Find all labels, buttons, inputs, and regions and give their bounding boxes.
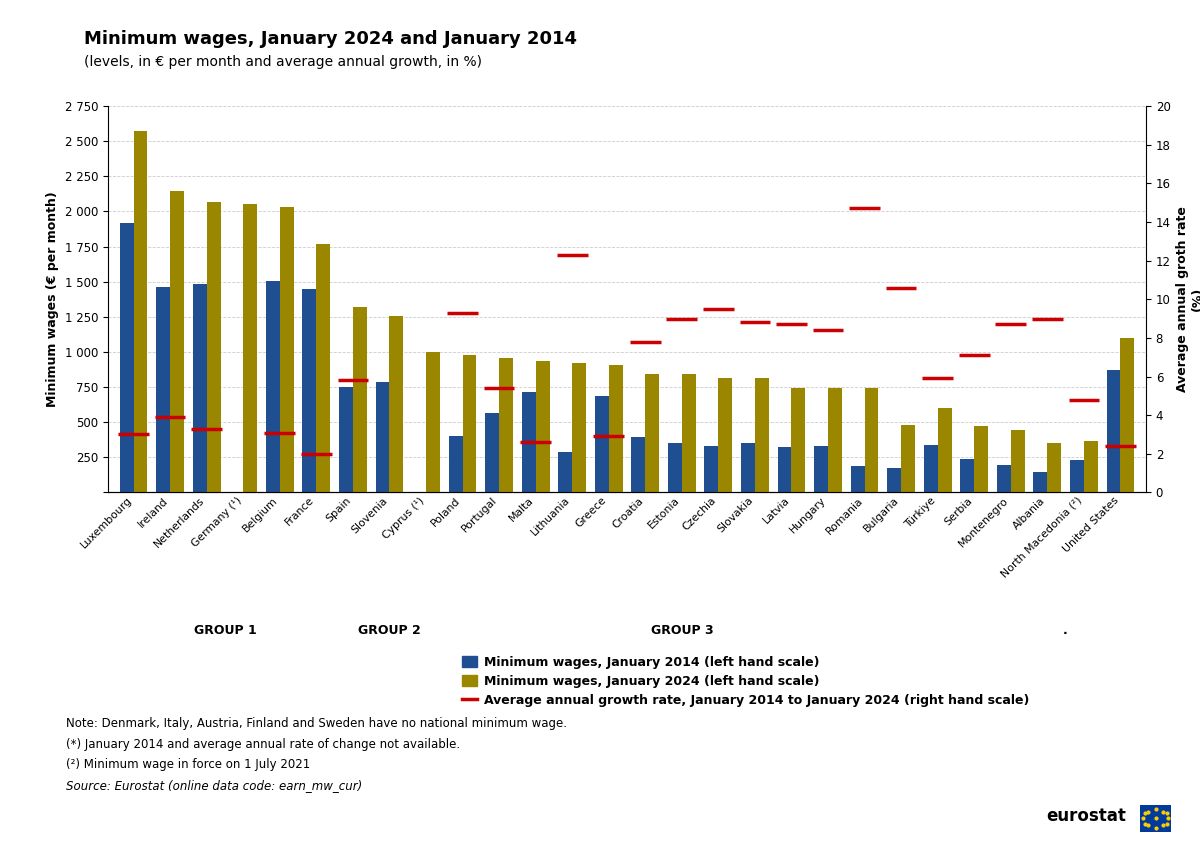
Bar: [376, 381, 390, 492]
Bar: [704, 447, 719, 492]
Bar: [631, 436, 646, 492]
Bar: [390, 317, 403, 492]
Text: .: .: [1063, 624, 1068, 637]
Bar: [522, 391, 535, 492]
Point: [1157, 807, 1176, 820]
Point: [1154, 818, 1174, 832]
Bar: [206, 202, 221, 492]
Bar: [244, 204, 257, 492]
Point: [1146, 821, 1165, 835]
Bar: [133, 132, 148, 492]
Text: GROUP 3: GROUP 3: [650, 624, 713, 637]
Bar: [1121, 338, 1134, 492]
Bar: [449, 436, 462, 492]
Bar: [1010, 430, 1025, 492]
Bar: [280, 207, 294, 492]
Text: (levels, in € per month and average annual growth, in %): (levels, in € per month and average annu…: [84, 55, 482, 69]
Y-axis label: Minimum wages (€ per month): Minimum wages (€ per month): [47, 191, 59, 408]
Text: GROUP 1: GROUP 1: [193, 624, 257, 637]
Bar: [338, 386, 353, 492]
Bar: [937, 408, 952, 492]
Point: [1135, 817, 1154, 830]
Bar: [1048, 443, 1061, 492]
Point: [1146, 812, 1165, 825]
Bar: [1070, 460, 1084, 492]
Bar: [997, 465, 1010, 492]
Point: [1138, 818, 1157, 832]
Bar: [960, 459, 974, 492]
Y-axis label: Average annual groth rate
(%): Average annual groth rate (%): [1176, 206, 1200, 392]
Bar: [608, 365, 623, 492]
Bar: [485, 413, 499, 492]
Bar: [924, 445, 937, 492]
Bar: [901, 425, 916, 492]
Bar: [778, 447, 792, 492]
Bar: [156, 287, 170, 492]
Text: GROUP 2: GROUP 2: [358, 624, 421, 637]
Bar: [887, 468, 901, 492]
Bar: [499, 358, 512, 492]
Bar: [266, 281, 280, 492]
Point: [1135, 807, 1154, 820]
Bar: [792, 389, 805, 492]
Text: Source: Eurostat (online data code: earn_mw_cur): Source: Eurostat (online data code: earn…: [66, 779, 362, 791]
Bar: [851, 466, 864, 492]
Text: (²) Minimum wage in force on 1 July 2021: (²) Minimum wage in force on 1 July 2021: [66, 758, 311, 771]
Bar: [755, 378, 769, 492]
Bar: [864, 388, 878, 492]
Bar: [742, 443, 755, 492]
Bar: [462, 355, 476, 492]
Bar: [353, 306, 367, 492]
Text: eurostat: eurostat: [1046, 807, 1127, 825]
Bar: [1106, 370, 1121, 492]
Point: [1158, 812, 1177, 825]
Bar: [558, 452, 572, 492]
Bar: [535, 362, 550, 492]
Bar: [814, 447, 828, 492]
Bar: [719, 378, 732, 492]
Point: [1154, 805, 1174, 818]
Bar: [572, 363, 586, 492]
Bar: [426, 352, 440, 492]
Bar: [1033, 472, 1048, 492]
Point: [1134, 812, 1153, 825]
Point: [1146, 802, 1165, 816]
Text: (*) January 2014 and average annual rate of change not available.: (*) January 2014 and average annual rate…: [66, 738, 460, 751]
Point: [1157, 817, 1176, 830]
Bar: [120, 222, 133, 492]
Bar: [193, 284, 206, 492]
Text: Note: Denmark, Italy, Austria, Finland and Sweden have no national minimum wage.: Note: Denmark, Italy, Austria, Finland a…: [66, 717, 568, 730]
Bar: [974, 426, 988, 492]
Bar: [302, 290, 317, 492]
Text: Minimum wages, January 2024 and January 2014: Minimum wages, January 2024 and January …: [84, 30, 577, 48]
Legend: Minimum wages, January 2014 (left hand scale), Minimum wages, January 2024 (left: Minimum wages, January 2014 (left hand s…: [462, 655, 1028, 707]
Bar: [646, 374, 659, 492]
Bar: [595, 396, 608, 492]
Bar: [682, 374, 696, 492]
Bar: [1084, 441, 1098, 492]
Bar: [668, 442, 682, 492]
Point: [1138, 805, 1157, 818]
Bar: [170, 191, 184, 492]
Bar: [317, 245, 330, 492]
Bar: [828, 389, 842, 492]
